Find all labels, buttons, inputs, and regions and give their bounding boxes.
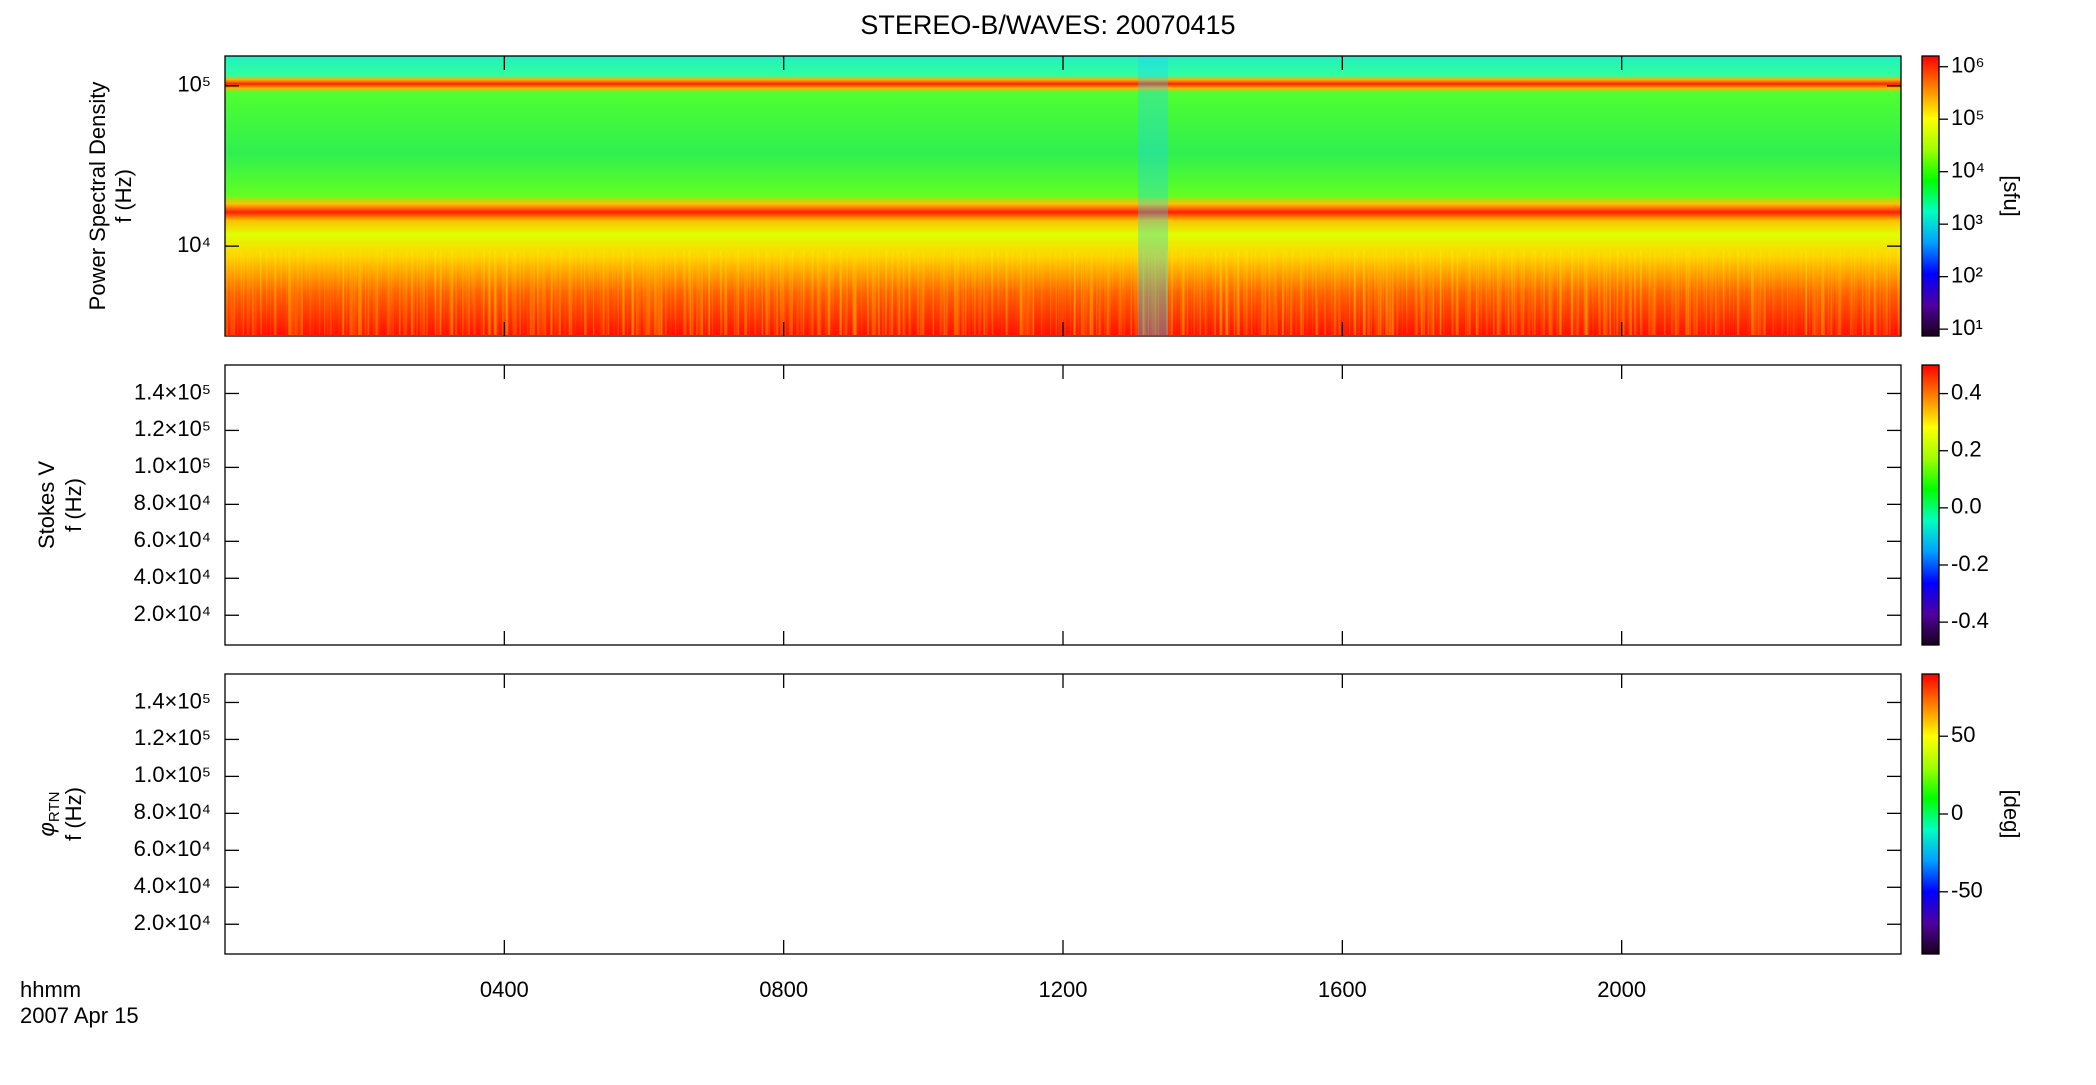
quantity-subscript: RTN [46,792,63,823]
y-tick-label: 8.0×10⁴ [134,490,211,515]
y-axis-label: f (Hz) [61,787,86,841]
colorbar [1921,364,1940,646]
y-tick-label: 10⁴ [177,232,211,257]
colorbar-label: [sfu] [1999,175,2024,217]
y-axis-quantity: Power Spectral Density [85,82,110,311]
x-axis-label: hhmm [20,977,81,1002]
colorbar-tick-label: 0.2 [1951,437,1982,462]
y-tick-label: 1.2×10⁵ [134,725,211,750]
colorbar-tick-label: 0 [1951,800,1963,825]
colorbar-tick-label: -50 [1951,878,1983,903]
y-tick-label: 2.0×10⁴ [134,910,211,935]
y-tick-label: 10⁵ [177,72,211,97]
y-tick-label: 1.4×10⁵ [134,688,211,713]
x-tick-label: 2000 [1597,977,1646,1002]
plot-frame [224,364,1902,646]
y-tick-label: 1.2×10⁵ [134,416,211,441]
y-tick-label: 4.0×10⁴ [134,564,211,589]
title: STEREO-B/WAVES: 20070415 [860,10,1235,40]
y-tick-label: 1.4×10⁵ [134,379,211,404]
colorbar-tick-label: 10⁴ [1951,157,1985,182]
colorbar-tick-label: 10⁶ [1951,53,1985,78]
spectrogram-image [225,56,1901,335]
colorbar-tick-label: 10¹ [1951,315,1983,340]
colorbar-tick-label: -0.2 [1951,551,1989,576]
x-tick-label: 1200 [1039,977,1088,1002]
colorbar-tick-label: 0.4 [1951,379,1982,404]
colorbar-tick-label: 0.0 [1951,494,1982,519]
colorbar [1921,55,1940,337]
plot-frame [224,673,1902,955]
colorbar-label: [deg] [1999,790,2024,839]
colorbar-tick-label: 10⁵ [1951,105,1985,130]
x-tick-label: 0800 [759,977,808,1002]
quantity-text: Power Spectral Density [85,82,110,311]
y-axis-label: f (Hz) [111,169,136,223]
y-tick-label: 1.0×10⁵ [134,762,211,787]
colorbar [1921,673,1940,955]
y-tick-label: 2.0×10⁴ [134,601,211,626]
y-tick-label: 6.0×10⁴ [134,527,211,552]
y-tick-label: 1.0×10⁵ [134,453,211,478]
colorbar-tick-label: 10³ [1951,210,1983,235]
quantity-text: Stokes V [34,461,59,549]
x-tick-label: 1600 [1318,977,1367,1002]
y-tick-label: 8.0×10⁴ [134,799,211,824]
colorbar-tick-label: 50 [1951,722,1975,747]
x-axis-date: 2007 Apr 15 [20,1003,139,1028]
quantity-text: φ [34,822,59,836]
y-tick-label: 4.0×10⁴ [134,873,211,898]
colorbar-tick-label: 10² [1951,262,1983,287]
y-tick-label: 6.0×10⁴ [134,836,211,861]
x-tick-label: 0400 [480,977,529,1002]
y-axis-quantity: φRTN [34,792,63,837]
y-axis-label: f (Hz) [61,478,86,532]
y-axis-quantity: Stokes V [34,461,59,549]
colorbar-tick-label: -0.4 [1951,608,1989,633]
